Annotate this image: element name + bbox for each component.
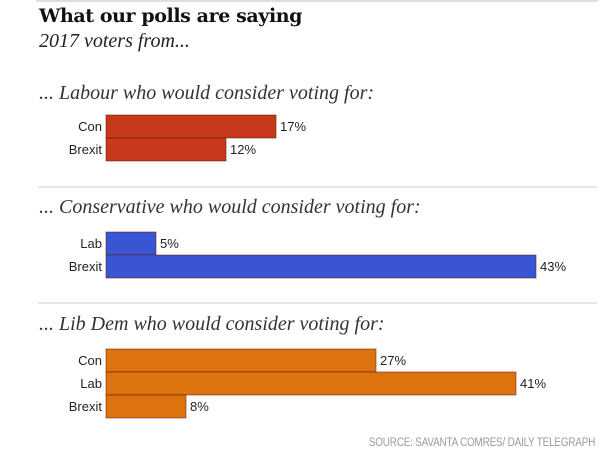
value-label: 41% xyxy=(520,376,546,391)
category-label: Lab xyxy=(80,376,102,391)
panel-conservative: Lab 5% Brexit 43% xyxy=(69,231,566,279)
panel-labour: Con 17% Brexit 12% xyxy=(69,114,306,162)
bar-labour-brexit xyxy=(105,137,227,162)
bar-labour-con xyxy=(105,114,277,139)
top-rule xyxy=(36,0,598,2)
category-label: Con xyxy=(78,119,102,134)
value-label: 27% xyxy=(380,353,406,368)
bar-libdem-brexit xyxy=(105,394,187,419)
source-note: SOURCE: SAVANTA COMRES/ DAILY TELEGRAPH xyxy=(368,437,595,449)
panel-libdem: Con 27% Lab 41% Brexit 8% xyxy=(69,348,546,419)
bar-conservative-brexit xyxy=(105,254,537,279)
panel-heading-conservative: ... Conservative who would consider voti… xyxy=(39,196,421,218)
panel-heading-libdem: ... Lib Dem who would consider voting fo… xyxy=(39,313,385,335)
bar-libdem-lab xyxy=(105,371,517,396)
chart-title: What our polls are saying xyxy=(39,5,303,27)
value-label: 17% xyxy=(280,119,306,134)
category-label: Brexit xyxy=(69,399,103,414)
category-label: Con xyxy=(78,353,102,368)
bar-conservative-lab xyxy=(105,231,157,256)
category-label: Lab xyxy=(80,236,102,251)
category-label: Brexit xyxy=(69,142,103,157)
value-label: 8% xyxy=(190,399,209,414)
panel-divider xyxy=(38,302,597,304)
panel-heading-labour: ... Labour who would consider voting for… xyxy=(39,82,375,104)
panel-divider xyxy=(38,186,597,188)
category-label: Brexit xyxy=(69,259,103,274)
chart-subtitle: 2017 voters from... xyxy=(39,30,190,52)
value-label: 5% xyxy=(160,236,179,251)
value-label: 43% xyxy=(540,259,566,274)
value-label: 12% xyxy=(230,142,256,157)
bar-libdem-con xyxy=(105,348,377,373)
